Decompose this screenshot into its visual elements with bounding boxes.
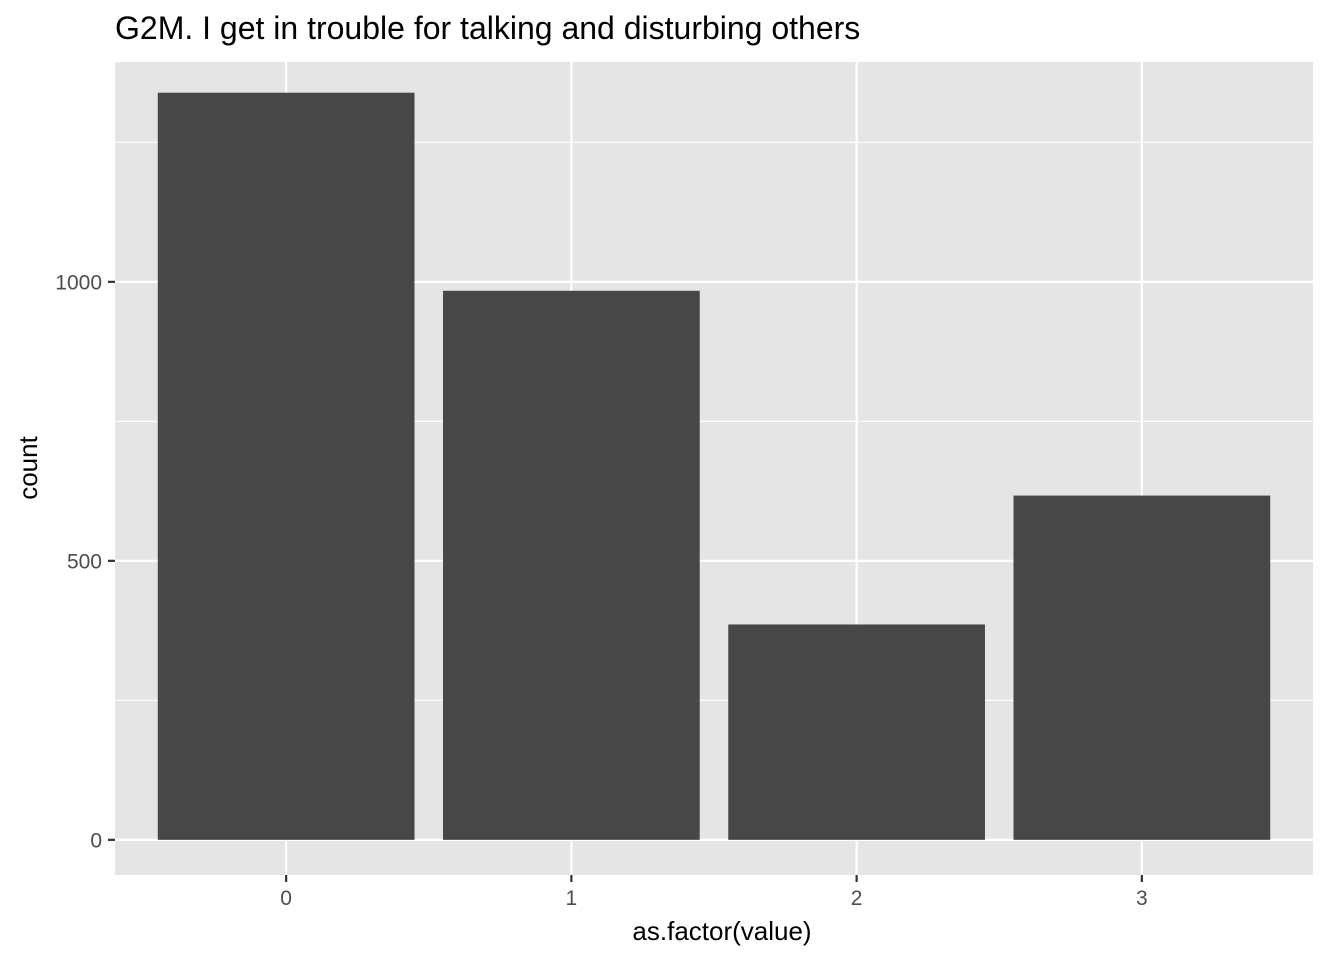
x-axis: 0 1 2 3 (280, 875, 1148, 910)
bar-1 (443, 290, 700, 840)
y-axis: 0 500 1000 (55, 271, 115, 852)
y-axis-title: count (13, 435, 43, 499)
chart-title: G2M. I get in trouble for talking and di… (115, 10, 860, 46)
x-tick-label: 3 (1136, 887, 1148, 910)
x-tick-label: 1 (566, 887, 578, 910)
bar-2 (728, 624, 985, 840)
bars (157, 92, 1271, 840)
x-tick-label: 2 (851, 887, 863, 910)
y-tick-label: 0 (90, 829, 102, 852)
x-tick-label: 0 (280, 887, 292, 910)
bar-3 (1013, 495, 1271, 840)
y-tick-label: 1000 (55, 271, 102, 294)
bar-0 (157, 92, 415, 840)
y-tick-label: 500 (67, 550, 102, 573)
x-axis-title: as.factor(value) (632, 916, 811, 946)
